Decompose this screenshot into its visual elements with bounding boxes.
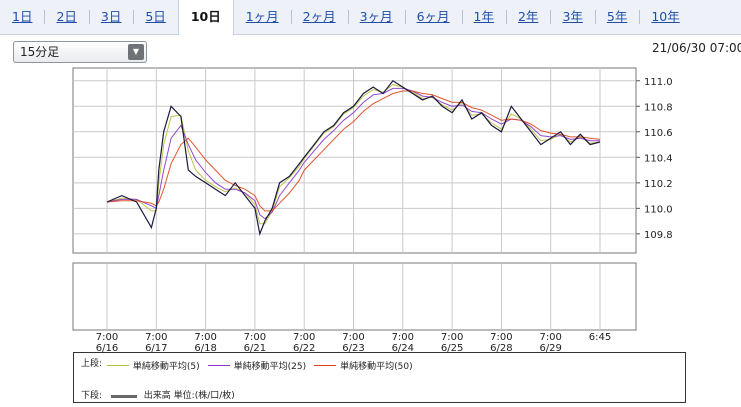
x-tick-date: 6/24 bbox=[392, 343, 414, 354]
x-tick-time: 7:00 bbox=[392, 332, 414, 343]
price-panel bbox=[72, 67, 637, 254]
y-tick-label: 110.4 bbox=[644, 153, 673, 164]
price-line bbox=[106, 79, 601, 237]
x-tick-date: 6/17 bbox=[145, 343, 167, 354]
x-tick-time: 7:00 bbox=[194, 332, 216, 343]
tab-8[interactable]: 6ヶ月 bbox=[404, 0, 462, 34]
tab-13[interactable]: 10年 bbox=[639, 0, 691, 34]
x-tick-time: 6:45 bbox=[589, 332, 611, 343]
legend-ma-item-2: 単純移動平均(50) bbox=[312, 359, 413, 372]
x-tick-date: 6/18 bbox=[194, 343, 216, 354]
tab-12[interactable]: 5年 bbox=[594, 0, 639, 34]
legend-lower-row: 下段: 出来高 単位:(株/口/枚) bbox=[81, 388, 235, 401]
tab-0[interactable]: 1日 bbox=[12, 9, 33, 24]
volume-panel bbox=[72, 262, 637, 331]
legend-ma-swatch-0 bbox=[106, 365, 129, 366]
legend-ma-label-0: 単純移動平均(5) bbox=[132, 362, 200, 372]
y-tick-label: 110.2 bbox=[644, 179, 673, 190]
chevron-down-icon[interactable]: ▼ bbox=[128, 44, 144, 60]
x-tick-time: 7:00 bbox=[342, 332, 364, 343]
x-tick-time: 7:00 bbox=[244, 332, 266, 343]
tab-11[interactable]: 3年 bbox=[550, 0, 594, 34]
tab-10[interactable]: 2年 bbox=[505, 0, 550, 34]
legend-upper-label: 上段: bbox=[81, 359, 103, 369]
x-tick-date: 6/25 bbox=[441, 343, 463, 354]
y-tick-label: 110.6 bbox=[644, 128, 673, 139]
period-tabs: 1日 2日 3日 5日 10日 1ヶ月 2ヶ月 3ヶ月 6ヶ月 1年 2年 3年 5年 10年 bbox=[0, 0, 741, 35]
x-tick-date: 6/28 bbox=[490, 343, 512, 354]
tab-1[interactable]: 2日 bbox=[44, 0, 88, 34]
legend-volume-label: 出来高 単位:(株/口/枚) bbox=[143, 391, 235, 401]
y-tick-label: 109.8 bbox=[644, 230, 673, 241]
interval-select-value: 15分足 bbox=[20, 45, 60, 59]
legend-ma-swatch-1 bbox=[207, 365, 230, 366]
x-tick-time: 7:00 bbox=[145, 332, 167, 343]
chart-legend: 上段: 単純移動平均(5) 単純移動平均(25) 単純移動平均(50) 下段: 出来… bbox=[73, 352, 686, 403]
x-tick-time: 7:00 bbox=[539, 332, 561, 343]
x-tick-date: 6/22 bbox=[293, 343, 315, 354]
chart-datetime: 21/06/30 07:00 bbox=[652, 41, 741, 55]
tab-5[interactable]: 1ヶ月 bbox=[245, 9, 279, 24]
legend-ma-item-1: 単純移動平均(25) bbox=[206, 359, 306, 372]
tab-6[interactable]: 2ヶ月 bbox=[290, 0, 348, 34]
x-tick-time: 7:00 bbox=[441, 332, 463, 343]
volume-swatch bbox=[110, 395, 137, 398]
legend-ma-swatch-2 bbox=[314, 365, 337, 366]
tab-7[interactable]: 3ヶ月 bbox=[347, 0, 405, 34]
legend-ma-item-0: 単純移動平均(5) bbox=[105, 359, 200, 372]
x-tick-time: 7:00 bbox=[96, 332, 118, 343]
x-tick-date: 6/16 bbox=[96, 343, 118, 354]
y-tick-label: 111.0 bbox=[644, 77, 673, 88]
legend-ma-label-2: 単純移動平均(50) bbox=[340, 362, 413, 372]
ma-line-2 bbox=[106, 90, 601, 212]
x-tick-time: 7:00 bbox=[293, 332, 315, 343]
y-tick-label: 110.8 bbox=[644, 102, 673, 113]
tab-9[interactable]: 1年 bbox=[461, 0, 506, 34]
price-chart: 7:006/167:006/177:006/187:006/217:006/22… bbox=[72, 67, 673, 354]
x-tick-time: 7:00 bbox=[490, 332, 512, 343]
ma-line-0 bbox=[106, 84, 601, 225]
x-tick-date: 6/29 bbox=[539, 343, 561, 354]
legend-ma-label-1: 単純移動平均(25) bbox=[233, 362, 307, 372]
interval-select[interactable]: 15分足 ▼ bbox=[13, 41, 147, 63]
tab-4[interactable]: 10日 bbox=[177, 0, 234, 35]
x-tick-date: 6/23 bbox=[342, 343, 364, 354]
tab-3[interactable]: 5日 bbox=[133, 0, 177, 34]
legend-lower-label: 下段: bbox=[81, 391, 103, 401]
x-tick-date: 6/21 bbox=[244, 343, 266, 354]
legend-upper-row: 上段: 単純移動平均(5) 単純移動平均(25) 単純移動平均(50) bbox=[81, 356, 419, 372]
y-tick-label: 110.0 bbox=[644, 204, 673, 215]
tab-2[interactable]: 3日 bbox=[88, 0, 133, 34]
